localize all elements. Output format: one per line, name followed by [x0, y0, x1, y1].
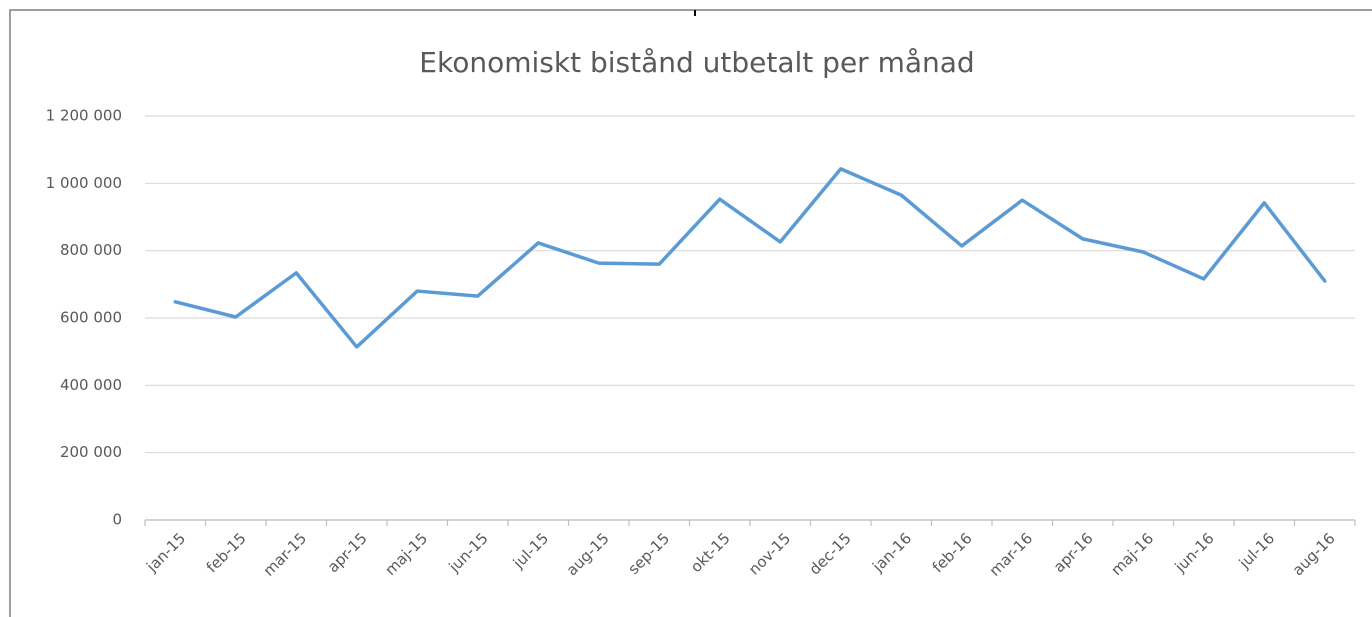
x-tick-label: jun-15 — [445, 529, 492, 576]
x-tick-label: mar-15 — [260, 529, 311, 580]
y-tick-label: 600 000 — [60, 309, 122, 327]
x-tick-label: mar-16 — [986, 529, 1037, 580]
x-tick-label: jan-16 — [868, 529, 915, 576]
x-tick-label: jan-15 — [142, 529, 189, 576]
chart-frame — [9, 9, 1372, 617]
x-tick-label: jul-15 — [509, 529, 552, 572]
x-tick-label: apr-16 — [1050, 529, 1097, 576]
y-tick-label: 1 000 000 — [46, 174, 122, 192]
x-tick-label: apr-15 — [324, 529, 371, 576]
y-tick-label: 0 — [112, 511, 122, 529]
x-tick-label: jul-16 — [1235, 529, 1278, 572]
x-tick-label: maj-16 — [1107, 529, 1157, 579]
x-tick-label: sep-15 — [624, 529, 673, 578]
x-tick-label: nov-15 — [745, 529, 794, 578]
line-series — [173, 167, 1327, 349]
x-tick-label: maj-15 — [381, 529, 431, 579]
chart-title: Ekonomiskt bistånd utbetalt per månad — [419, 46, 974, 79]
x-tick-label: aug-15 — [563, 529, 613, 579]
y-tick-label: 1 200 000 — [46, 107, 122, 125]
x-tick-label: feb-15 — [203, 529, 250, 576]
x-tick-label: jun-16 — [1171, 529, 1218, 576]
x-tick-label: okt-15 — [687, 529, 734, 576]
x-tick-label: aug-16 — [1289, 529, 1339, 579]
y-tick-label: 400 000 — [60, 376, 122, 394]
y-tick-label: 200 000 — [60, 443, 122, 461]
x-tick-label: dec-15 — [806, 529, 855, 578]
y-tick-label: 800 000 — [60, 241, 122, 259]
x-tick-label: feb-16 — [929, 529, 976, 576]
